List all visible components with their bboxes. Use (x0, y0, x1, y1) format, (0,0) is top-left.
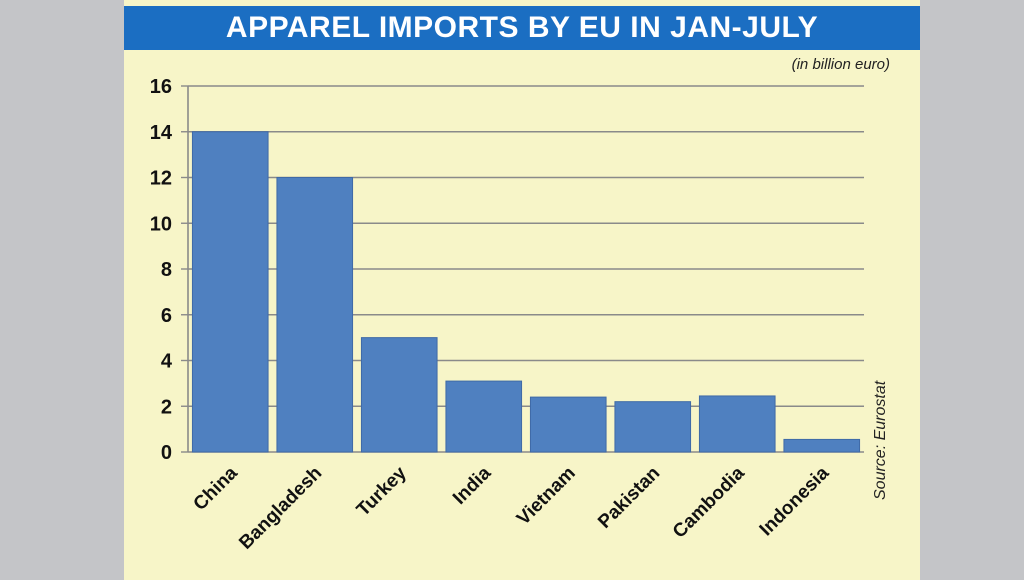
bar-turkey (360, 337, 438, 453)
bar-pakistan (614, 401, 692, 453)
unit-note: (in billion euro) (791, 56, 890, 73)
chart-title: APPAREL IMPORTS BY EU IN JAN-JULY (124, 6, 920, 50)
bar-bangladesh (276, 177, 354, 453)
x-tick-label: Pakistan (594, 463, 664, 533)
x-tick-label: Turkey (353, 462, 411, 520)
y-tick-label: 8 (161, 259, 172, 281)
y-tick-label: 14 (150, 122, 173, 144)
x-tick-label: India (449, 462, 496, 509)
bar-indonesia (783, 438, 861, 453)
y-tick-label: 16 (150, 76, 172, 98)
y-tick-label: 4 (161, 351, 173, 373)
bar-china (191, 131, 269, 453)
y-tick-label: 2 (161, 396, 172, 418)
bar-india (445, 380, 523, 453)
x-tick-label: Vietnam (513, 463, 580, 530)
y-tick-label: 12 (150, 168, 172, 190)
x-tick-label: Indonesia (756, 462, 834, 540)
y-tick-label: 6 (161, 305, 172, 327)
x-tick-label: Cambodia (669, 462, 749, 542)
bar-cambodia (698, 395, 776, 453)
x-tick-label: Bangladesh (235, 463, 326, 554)
y-tick-label: 0 (161, 442, 172, 464)
bar-vietnam (529, 396, 607, 453)
x-tick-label: China (190, 462, 242, 514)
y-tick-label: 10 (150, 213, 172, 235)
